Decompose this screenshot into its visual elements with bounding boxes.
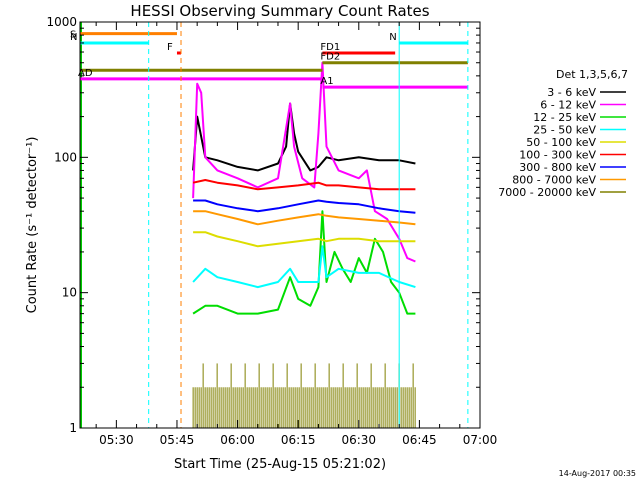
plot-lines [80,22,416,428]
series-line [192,61,416,263]
x-tick-label: 05:45 [160,433,195,447]
state-bar-label: N [70,32,77,43]
series-line [193,210,416,226]
series-olive [192,363,416,428]
state-bar-label: S [70,30,76,41]
legend-label: 7000 - 20000 keV [498,186,596,199]
legend-label: 3 - 6 keV [547,86,596,99]
series-line [192,245,416,289]
y-tick-label: 10 [62,286,77,300]
series-line [192,179,416,191]
legend-label: 25 - 50 keV [533,124,596,137]
legend-label: 300 - 800 keV [519,161,596,174]
vertical-markers [148,22,469,428]
legend-label: 12 - 25 keV [533,111,596,124]
state-bar-label: F [167,42,173,53]
legend-label: 800 - 7000 keV [512,174,596,187]
legend-label: 50 - 100 keV [526,136,596,149]
chart-title: HESSI Observing Summary Count Rates [130,2,429,20]
x-tick-label: 06:30 [341,433,376,447]
series-line [193,199,416,214]
state-bar-label: FD1 [320,42,340,53]
x-tick-label: 06:45 [402,433,437,447]
x-axis-label: Start Time (25-Aug-15 05:21:02) [174,457,386,472]
y-tick-label: 1 [69,421,77,435]
footer-timestamp: 14-Aug-2017 00:35 [559,469,636,478]
series-line [192,102,416,172]
y-axis-label: Count Rate (s⁻¹ detector⁻¹) [25,137,40,314]
legend-label: 6 - 12 keV [540,99,596,112]
axes: 1 10 100 1000 05:30 05:45 06:00 06:15 06:30 06:45… [46,15,497,447]
state-bar-label: N [389,32,396,43]
state-bar-label: A1 [320,76,333,87]
legend-label: 100 - 300 keV [519,149,596,162]
state-bar-label: AD [78,68,93,79]
state-bar-label: FD2 [320,52,340,63]
x-tick-label: 05:30 [99,433,134,447]
series-line [193,231,416,248]
x-tick-label: 06:15 [281,433,316,447]
x-tick-label: 07:00 [463,433,498,447]
y-tick-label: 100 [54,150,77,164]
y-tick-label: 1000 [46,15,77,29]
x-tick-label: 06:00 [220,433,255,447]
legend-title: Det 1,3,5,6,7 [556,68,628,81]
series-line [192,210,416,315]
plot-frame [79,21,481,429]
